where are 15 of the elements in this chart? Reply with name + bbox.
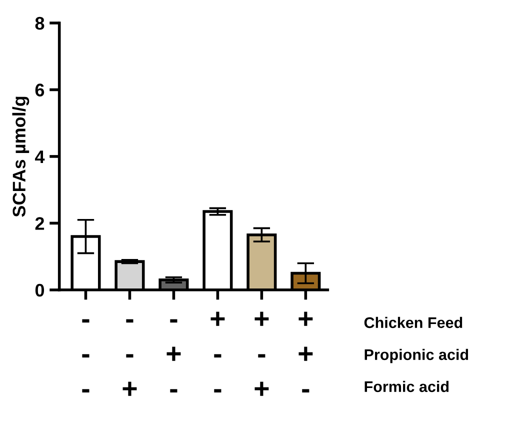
y-tick-label: 4 bbox=[34, 150, 45, 163]
y-tick-label: 8 bbox=[35, 16, 44, 30]
y-tick-label: 6 bbox=[35, 84, 44, 96]
x-tick-label: + + - bbox=[298, 312, 313, 392]
x-tick-label: + - + bbox=[254, 312, 269, 396]
y-axis-title: SCFAs µmol/g bbox=[12, 96, 30, 217]
y-tick-label: 0 bbox=[35, 284, 44, 297]
x-tick-label: - + - bbox=[166, 319, 181, 392]
x-tick-label: + - - bbox=[210, 312, 225, 392]
x-tick-label: - - - bbox=[82, 319, 90, 392]
text: Propionic acid bbox=[364, 348, 468, 364]
y-tick-label: 2 bbox=[35, 217, 44, 230]
x-tick-label: - - + bbox=[122, 319, 137, 396]
text: Chicken Feed bbox=[364, 316, 462, 328]
text: Formic acid bbox=[364, 380, 449, 392]
